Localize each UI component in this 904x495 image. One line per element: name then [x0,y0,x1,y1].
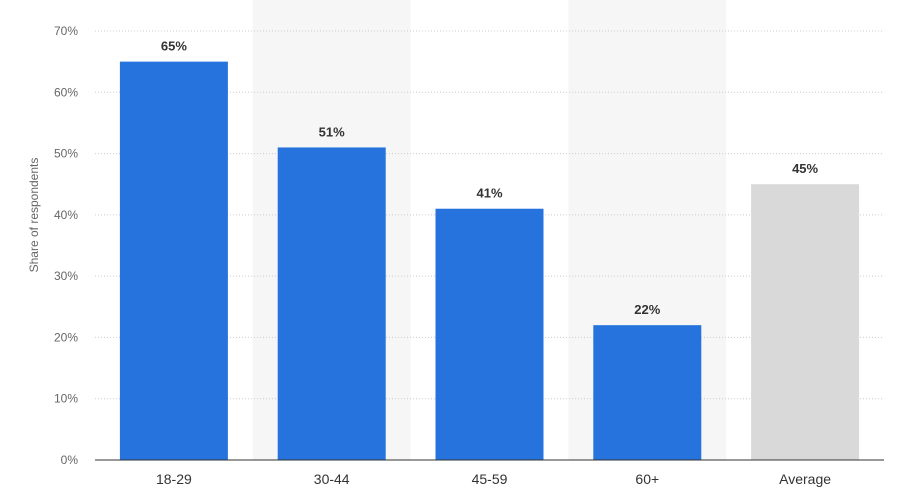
data-label: 22% [634,302,660,317]
data-label: 45% [792,161,818,176]
data-labels: 65% 51% 41% 22% 45% [161,39,819,318]
bar-average [751,184,860,460]
y-tick-label: 0% [61,453,79,467]
y-tick-label: 50% [54,147,78,161]
y-axis-ticks: 0% 10% 20% 30% 40% 50% 60% 70% [54,24,78,467]
y-tick-label: 30% [54,269,78,283]
bar [435,208,544,460]
data-label: 41% [476,186,502,201]
bars [119,61,860,461]
data-label: 51% [319,124,345,139]
x-tick-label: 60+ [635,471,659,487]
bar [277,147,386,460]
y-tick-label: 70% [54,24,78,38]
x-tick-label: Average [779,471,831,487]
x-tick-label: 45-59 [472,471,508,487]
bar [119,61,228,461]
y-tick-label: 20% [54,330,78,344]
y-tick-label: 60% [54,85,78,99]
bar [593,325,702,460]
data-label: 65% [161,39,187,54]
x-tick-label: 30-44 [314,471,350,487]
x-tick-label: 18-29 [156,471,192,487]
x-axis-labels: 18-29 30-44 45-59 60+ Average [156,471,831,487]
y-tick-label: 10% [54,392,78,406]
y-axis-title: Share of respondents [27,158,41,273]
y-tick-label: 40% [54,208,78,222]
